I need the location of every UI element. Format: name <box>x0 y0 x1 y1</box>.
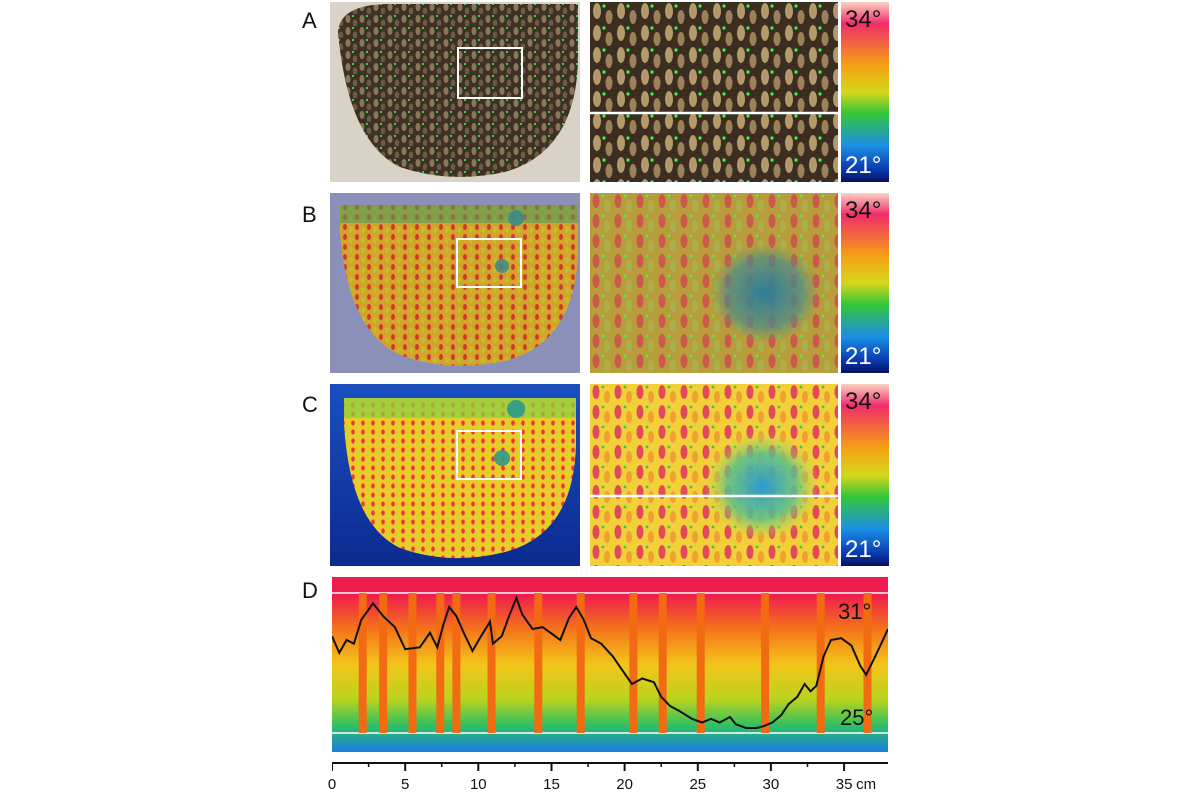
x-tick-label: 25 <box>689 776 707 793</box>
x-tick-label: 10 <box>469 776 487 793</box>
temperature-scale: 34° 21° <box>841 2 889 182</box>
x-tick-label: 5 <box>401 776 410 793</box>
temperature-scale: 34° 21° <box>841 384 889 566</box>
lower-temperature-label: 25° <box>840 705 874 730</box>
cell-marker-bar <box>534 593 543 733</box>
cell-marker-bar <box>452 593 461 733</box>
panel-letter: B <box>302 202 317 227</box>
overlay-cluster-overview <box>330 193 580 373</box>
temperature-profile: 31° 25° <box>331 577 889 752</box>
cell-marker-bar <box>629 593 638 733</box>
panel-letter: A <box>302 8 317 33</box>
photo-cluster-overview <box>330 2 580 182</box>
cell-marker-bar <box>408 593 417 733</box>
cell-marker-bar <box>658 593 667 733</box>
temperature-profile-plot <box>331 577 889 752</box>
thermal-cluster-detail <box>590 384 838 566</box>
photo-cluster-detail <box>590 2 838 182</box>
cell-marker-bar <box>436 593 445 733</box>
x-tick-label: 30 <box>762 776 780 793</box>
scale-min-label: 21° <box>845 152 882 179</box>
x-tick-label: 0 <box>327 776 337 793</box>
x-tick-label: 35 <box>835 776 853 793</box>
cell-marker-bar <box>487 593 496 733</box>
profile-background <box>332 577 888 752</box>
overlay-cluster-detail <box>590 193 838 373</box>
cell-marker-bar <box>761 593 770 733</box>
temperature-scale: 34° 21° <box>841 193 889 373</box>
cell-marker-bar <box>576 593 585 733</box>
x-axis: 0 5 10 15 20 25 30 35 cm <box>328 762 888 798</box>
scale-min-label: 21° <box>845 343 882 370</box>
cell-marker-bar <box>379 593 388 733</box>
cell-marker-bar <box>358 593 367 733</box>
x-tick-label: 20 <box>616 776 633 793</box>
cell-marker-bar <box>696 593 705 733</box>
panel-letter: C <box>302 392 318 417</box>
scale-max-label: 34° <box>845 388 882 415</box>
upper-temperature-label: 31° <box>838 599 872 624</box>
scale-min-label: 21° <box>845 536 882 563</box>
cell-marker-bar <box>816 593 825 733</box>
scale-max-label: 34° <box>845 197 882 224</box>
x-axis-unit: cm <box>856 776 877 793</box>
thermal-cluster-overview <box>330 384 580 566</box>
x-tick-label: 15 <box>543 776 560 793</box>
scale-max-label: 34° <box>845 6 882 33</box>
temperature-trace <box>331 594 889 729</box>
panel-letter: D <box>302 578 318 603</box>
cell-marker-bar <box>863 593 872 733</box>
